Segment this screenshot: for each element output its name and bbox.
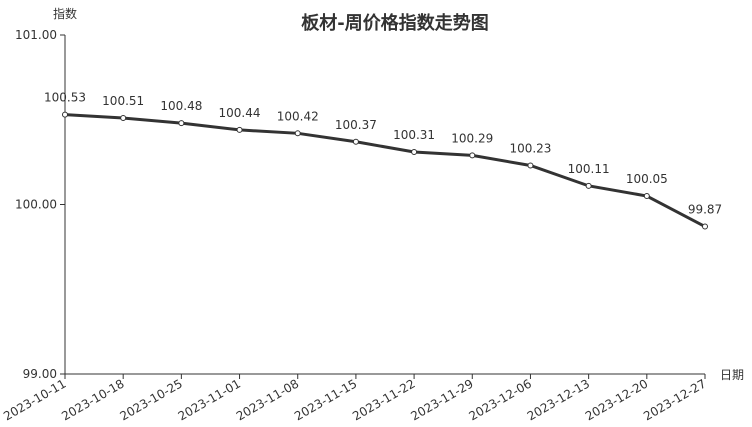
x-tick-label: 2023-11-22	[350, 376, 417, 423]
y-axis-label: 指数	[53, 6, 77, 21]
x-tick-label: 2023-11-29	[408, 376, 475, 423]
data-point	[352, 138, 359, 145]
data-label: 100.53	[44, 91, 86, 105]
x-tick-label: 2023-10-25	[117, 376, 184, 423]
data-label: 100.51	[102, 94, 144, 108]
y-tick-label: 99.00	[23, 367, 57, 381]
data-label: 99.87	[688, 203, 722, 217]
data-label: 100.48	[160, 99, 202, 113]
data-point	[585, 182, 592, 189]
chart-title: 板材-周价格指数走势图	[301, 12, 488, 34]
x-tick-label: 2023-11-08	[234, 376, 301, 423]
data-point	[411, 148, 418, 155]
x-tick-label: 2023-11-15	[292, 376, 359, 423]
data-point	[469, 152, 476, 159]
x-tick-label: 2023-11-01	[176, 376, 243, 423]
data-label: 100.44	[219, 106, 261, 120]
x-tick-label: 2023-10-11	[1, 376, 68, 423]
x-tick-label: 2023-12-13	[525, 376, 592, 423]
data-label: 100.37	[335, 118, 377, 132]
y-tick-label: 100.00	[15, 198, 57, 212]
data-label: 100.23	[509, 142, 551, 156]
data-point	[643, 193, 650, 200]
x-tick-label: 2023-10-18	[59, 376, 126, 423]
data-point	[527, 162, 534, 169]
data-point	[178, 120, 185, 127]
data-label: 100.11	[568, 162, 610, 176]
data-label: 100.05	[626, 172, 668, 186]
x-tick-label: 2023-12-06	[467, 376, 534, 423]
data-point	[120, 115, 127, 122]
x-tick-label: 2023-12-27	[641, 376, 708, 423]
y-tick-label: 101.00	[15, 28, 57, 42]
x-tick-label: 2023-12-20	[583, 376, 650, 423]
data-point	[236, 126, 243, 133]
data-point	[62, 111, 68, 118]
data-point	[702, 223, 708, 230]
data-label: 100.29	[451, 131, 493, 145]
data-label: 100.42	[277, 109, 319, 123]
series-line	[64, 113, 706, 228]
data-point	[294, 130, 301, 137]
data-label: 100.31	[393, 128, 435, 142]
x-axis-label: 日期	[720, 368, 744, 382]
